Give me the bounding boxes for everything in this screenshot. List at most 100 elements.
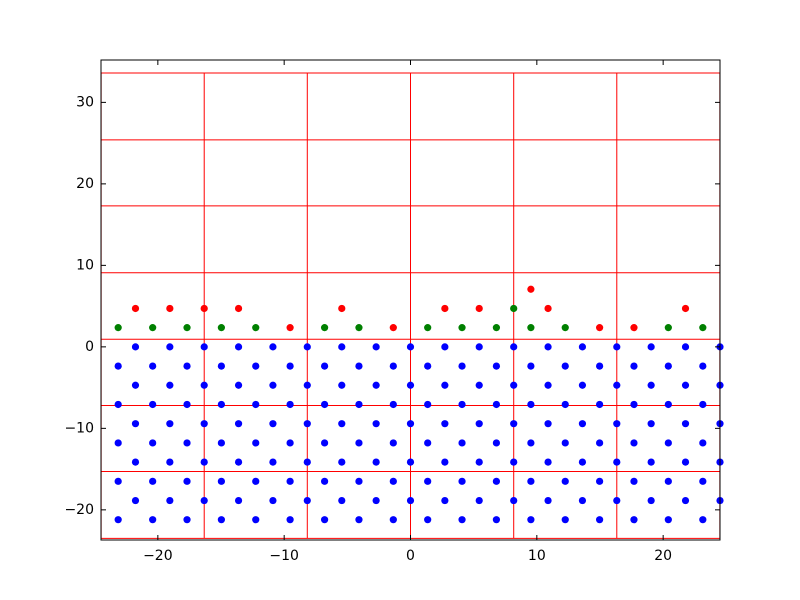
point: [217, 439, 225, 447]
point: [269, 420, 277, 428]
point: [664, 439, 672, 447]
point: [458, 324, 466, 332]
point: [441, 304, 449, 313]
point: [149, 324, 157, 332]
point: [630, 400, 638, 409]
point: [234, 304, 243, 313]
point: [149, 439, 157, 447]
point: [355, 477, 363, 485]
point: [252, 516, 260, 524]
point: [303, 343, 311, 351]
point: [303, 496, 311, 505]
point: [389, 477, 397, 485]
point: [681, 496, 690, 505]
y-tick-label: 30: [76, 94, 94, 110]
point: [681, 304, 690, 313]
point: [561, 324, 569, 332]
point: [458, 439, 466, 447]
point: [424, 439, 432, 447]
point: [527, 400, 535, 409]
point: [269, 458, 277, 466]
point: [681, 458, 690, 466]
point: [510, 343, 518, 351]
point: [441, 458, 449, 466]
point: [286, 516, 294, 524]
point: [131, 381, 140, 389]
point: [131, 420, 140, 428]
point: [338, 381, 346, 389]
point: [286, 477, 294, 485]
point: [389, 362, 397, 370]
point: [114, 362, 122, 370]
point: [389, 516, 397, 524]
point: [613, 496, 621, 505]
point: [200, 496, 208, 505]
point: [114, 324, 122, 332]
point: [183, 400, 191, 409]
point: [458, 516, 466, 524]
point: [406, 343, 415, 351]
point: [355, 516, 363, 524]
point: [527, 324, 535, 332]
point: [475, 458, 483, 466]
point: [217, 516, 225, 524]
x-tick-label: −10: [269, 548, 299, 564]
point: [149, 400, 157, 409]
point: [114, 400, 122, 409]
point: [578, 343, 587, 351]
point: [166, 420, 174, 428]
point: [492, 324, 501, 332]
x-tick-label: 0: [406, 548, 415, 564]
point: [596, 362, 604, 370]
point: [234, 458, 243, 466]
point: [475, 381, 483, 389]
point: [166, 381, 174, 389]
point: [561, 400, 569, 409]
point: [131, 458, 140, 466]
point: [647, 381, 655, 389]
point: [510, 420, 518, 428]
point: [166, 458, 174, 466]
point: [647, 496, 655, 505]
point: [183, 516, 191, 524]
point: [544, 420, 552, 428]
point: [664, 362, 672, 370]
point: [389, 400, 397, 409]
point: [510, 458, 518, 466]
point: [647, 458, 655, 466]
point: [561, 516, 569, 524]
point: [492, 362, 501, 370]
point: [424, 400, 432, 409]
point: [269, 343, 277, 351]
point: [200, 343, 208, 351]
point: [286, 362, 294, 370]
point: [561, 439, 569, 447]
point: [303, 420, 311, 428]
point: [544, 458, 552, 466]
point: [200, 304, 208, 313]
point: [664, 477, 672, 485]
y-tick-label: 20: [76, 176, 94, 192]
point: [527, 362, 535, 370]
point: [131, 304, 140, 313]
point: [252, 362, 260, 370]
point: [664, 400, 672, 409]
point: [596, 324, 604, 332]
point: [424, 324, 432, 332]
point: [320, 516, 329, 524]
point: [338, 304, 346, 313]
point: [664, 324, 672, 332]
point: [252, 400, 260, 409]
point: [217, 324, 225, 332]
x-tick-label: −20: [143, 548, 173, 564]
point: [699, 362, 707, 370]
x-tick-label: 10: [528, 548, 546, 564]
point: [183, 324, 191, 332]
y-tick-label: −10: [64, 420, 94, 436]
point: [441, 420, 449, 428]
point: [613, 458, 621, 466]
point: [114, 439, 122, 447]
point: [320, 477, 329, 485]
